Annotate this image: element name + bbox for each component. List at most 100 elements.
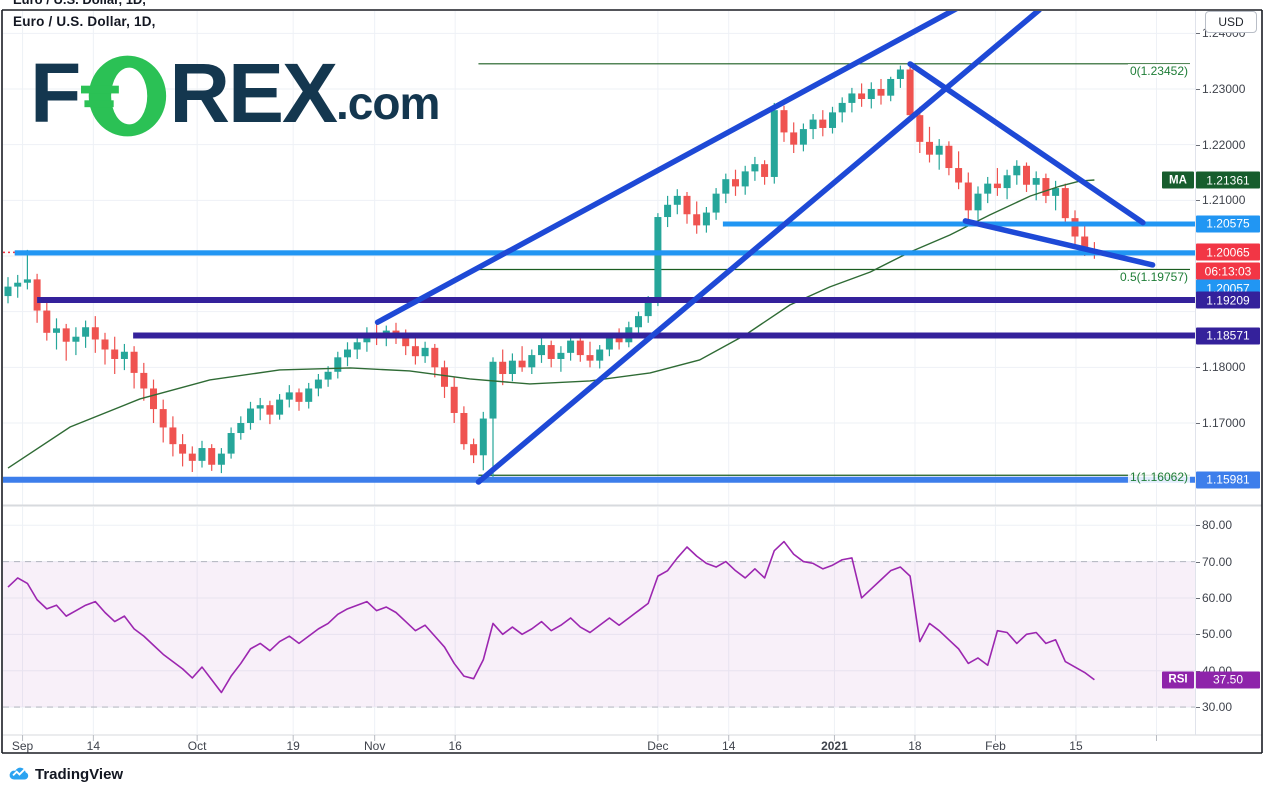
candle-body — [353, 342, 361, 350]
fib-label-1(1.16062)[interactable]: 1(1.16062) — [1127, 470, 1190, 485]
price-tick-1.23000: 1.23000 — [1202, 81, 1246, 96]
time-label-Oct: Oct — [187, 739, 207, 753]
candle-body — [867, 88, 875, 100]
descending-wedge-upper[interactable] — [907, 61, 1146, 226]
rsi-tick-30.00: 30.00 — [1202, 700, 1233, 715]
candle-body — [411, 346, 419, 357]
candle-body — [43, 310, 51, 333]
tradingview-attribution-text: TradingView — [35, 765, 124, 783]
price-tick-1.22000: 1.22000 — [1202, 137, 1246, 152]
candle-body — [935, 145, 943, 155]
candle-body — [1023, 165, 1030, 185]
fib-label-0(1.23452)[interactable]: 0(1.23452) — [1127, 63, 1190, 78]
candle-body — [314, 379, 322, 389]
logo-dot-com: .com — [336, 77, 440, 129]
ascending-channel-lower[interactable] — [374, 8, 958, 325]
time-label-15: 15 — [1069, 739, 1083, 753]
price-tick-1.21000: 1.21000 — [1202, 193, 1246, 208]
time-label-18: 18 — [908, 739, 922, 753]
candle-body — [479, 418, 487, 456]
axis-tick-dash — [1196, 144, 1200, 146]
candle-body — [819, 119, 827, 128]
candle-body — [635, 316, 642, 328]
axis-tick-dash — [1196, 367, 1200, 369]
candle-body — [111, 349, 119, 359]
time-label-Feb: Feb — [985, 739, 1006, 753]
currency-usd-button[interactable]: USD — [1205, 11, 1257, 33]
rsi-line[interactable] — [7, 540, 1095, 694]
candle-body — [518, 360, 526, 368]
axis-tick-dash — [1196, 423, 1200, 424]
price-tick-1.17000: 1.17000 — [1202, 416, 1246, 430]
candle-body — [693, 214, 701, 226]
candle-body — [596, 349, 604, 361]
axis-tick-dash — [1196, 88, 1200, 90]
candle-body — [741, 171, 749, 187]
forex-com-logo: F REX .com — [30, 51, 440, 137]
candle-body — [1003, 175, 1011, 189]
candle-body — [605, 336, 613, 350]
candle-body — [858, 93, 866, 100]
candle-body — [295, 392, 303, 402]
candle-body — [460, 412, 468, 445]
candle-body — [140, 372, 148, 389]
bar-countdown-label[interactable]: 06:13:03 — [1196, 262, 1260, 280]
axis-tick-dash — [1196, 525, 1200, 527]
level-label-1.19209[interactable]: 1.19209 — [1196, 291, 1260, 309]
level-label-1.18571[interactable]: 1.18571 — [1196, 327, 1260, 345]
clipped-legend-row: Euro / U.S. Dollar, 1D, — [13, 0, 713, 9]
candle-body — [644, 301, 652, 317]
candle-body — [285, 392, 293, 400]
axis-tick-dash — [1196, 33, 1200, 35]
main-pane — [3, 8, 1195, 505]
candle-body — [829, 112, 836, 128]
time-label-16: 16 — [448, 739, 462, 753]
candle-body — [247, 408, 254, 424]
candle-body — [683, 195, 691, 215]
candle-body — [712, 193, 720, 213]
candle-body — [441, 367, 448, 387]
ma-value-label[interactable]: 1.21361 — [1196, 171, 1260, 189]
candle-body — [227, 433, 235, 454]
last-price-label[interactable]: 1.20065 — [1196, 243, 1260, 261]
descending-wedge-lower[interactable] — [962, 218, 1156, 268]
rsi-value-label[interactable]: 37.50 — [1196, 671, 1260, 689]
candle-body — [586, 355, 594, 361]
rsi-tick-70.00: 70.00 — [1202, 554, 1233, 569]
candle-body — [237, 423, 245, 434]
candle-body — [179, 444, 187, 454]
fib-label-0.5(1.19757)[interactable]: 0.5(1.19757) — [1117, 269, 1190, 284]
candle-body — [838, 102, 846, 113]
candle-body — [499, 361, 507, 375]
symbol-title[interactable]: Euro / U.S. Dollar, 1D, — [13, 14, 156, 29]
candle-body — [169, 427, 177, 445]
candle-body — [508, 360, 516, 375]
candle-body — [567, 340, 575, 353]
candle-body — [489, 361, 497, 419]
candle-body — [150, 388, 157, 410]
candle-body — [344, 349, 351, 358]
candle-body — [945, 145, 953, 169]
candle-body — [450, 386, 458, 413]
candle-body — [664, 204, 672, 218]
candle-body — [576, 340, 584, 356]
level-label-1.15981[interactable]: 1.15981 — [1196, 471, 1260, 489]
level-label-1.20575[interactable]: 1.20575 — [1196, 215, 1260, 233]
axis-tick-dash — [1196, 634, 1200, 636]
candle-body — [33, 279, 41, 311]
price-tick-1.18000: 1.18000 — [1202, 360, 1246, 375]
candle-body — [984, 183, 992, 194]
candle-body — [547, 345, 555, 359]
candle-body — [916, 115, 924, 142]
candle-body — [53, 328, 60, 333]
candle-body — [208, 448, 216, 465]
time-label-14: 14 — [86, 739, 101, 753]
axis-tick-dash — [1196, 561, 1200, 563]
moving-average-line[interactable] — [7, 179, 1095, 469]
candle-body — [266, 405, 274, 415]
candle-body — [1061, 188, 1069, 219]
ascending-channel-upper[interactable] — [475, 10, 1042, 485]
candle-body — [305, 388, 313, 402]
tradingview-attribution[interactable]: TradingView — [8, 763, 123, 785]
